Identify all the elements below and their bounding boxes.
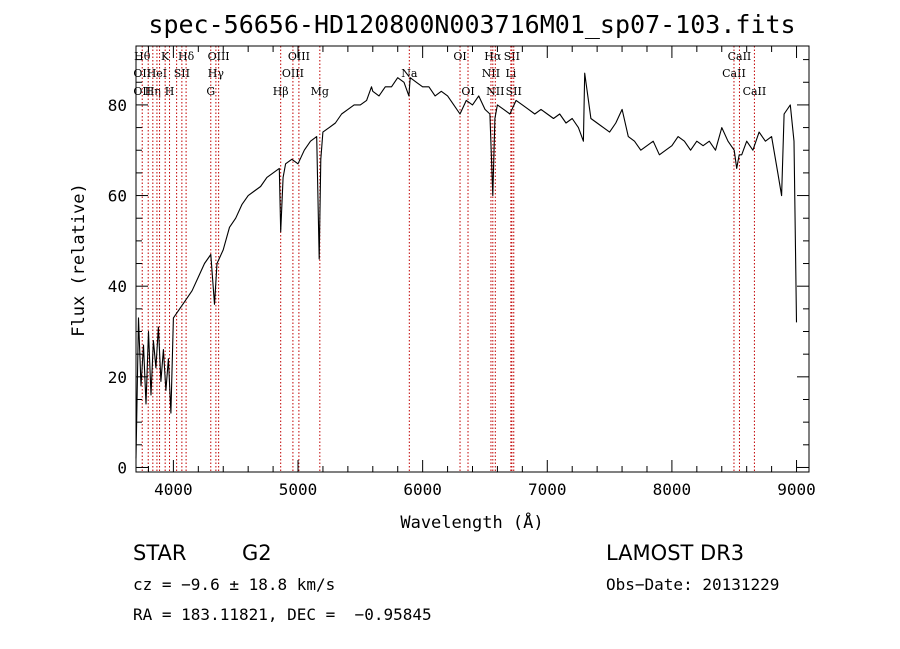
line-label: SII [506,85,522,98]
observation-date: Obs−Date: 20131229 [606,575,780,594]
line-label: H [165,85,175,98]
line-label: OII [133,85,151,98]
x-tick-label: 4000 [154,480,193,499]
line-label: Hβ [273,85,289,98]
line-label: OII [133,67,151,80]
y-tick-label: 40 [108,277,127,296]
line-label: OI [453,50,466,63]
line-label: CaII [743,85,767,98]
line-label: Hα [484,50,502,63]
line-label: G [206,85,215,98]
line-label: OIII [288,50,310,63]
x-tick-label: 8000 [653,480,692,499]
y-tick-label: 0 [117,458,127,477]
x-tick-label: 9000 [777,480,816,499]
survey-name: LAMOST DR3 [606,541,745,565]
line-label: NII [486,85,504,98]
line-label: OIII [208,50,230,63]
line-label: OIII [282,67,304,80]
x-tick-label: 5000 [279,480,318,499]
line-label: SII [504,50,520,63]
line-label: Na [401,67,418,80]
line-label: OI [461,85,474,98]
x-axis-label: Wavelength (Å) [400,511,543,533]
line-label: Hγ [208,67,225,80]
redshift-cz: cz = −9.6 ± 18.8 km/s [133,575,336,594]
axes-frame [135,45,810,473]
object-subclass: G2 [242,541,272,565]
line-label: HeI [147,67,167,80]
y-tick-label: 60 [108,187,127,206]
line-label: Mg [311,85,329,98]
y-tick-label: 80 [108,96,127,115]
plot-area: HθOIIOIIHηHeIKHSIIHδGHγOIIIHβOIIIOIIIMgN… [108,45,816,499]
line-label: Hδ [178,50,195,63]
line-label: SII [174,67,190,80]
y-axis-label: Flux (relative) [69,183,89,337]
y-tick-label: 20 [108,368,127,387]
line-label: K [161,50,170,63]
x-tick-label: 6000 [403,480,442,499]
line-label: CaII [722,67,746,80]
object-class: STAR [133,541,187,565]
coordinates: RA = 183.11821, DEC = −0.95845 [133,605,432,624]
line-label: CaII [728,50,752,63]
x-tick-label: 7000 [528,480,567,499]
chart-title: spec-56656-HD120800N003716M01_sp07-103.f… [148,10,795,39]
spectrum-series [135,72,798,459]
line-label: Hη [145,85,161,98]
line-label: Li [505,67,516,80]
line-label: NII [482,67,500,80]
